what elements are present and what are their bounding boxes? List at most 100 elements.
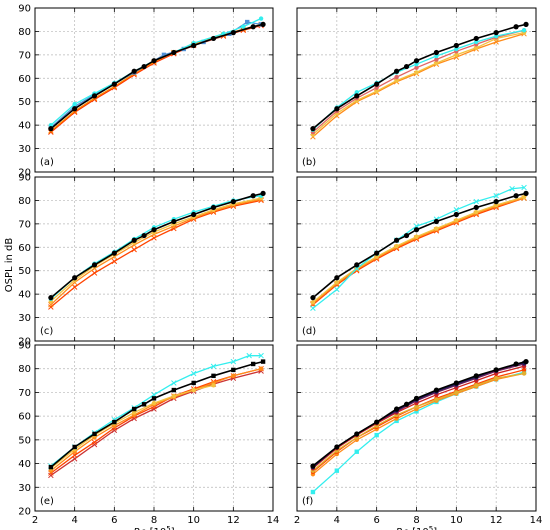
data-point [414,62,419,67]
data-point [310,300,316,305]
data-point [151,396,157,401]
series-2 [310,371,527,477]
series-5 [310,21,529,132]
panel-label: (e) [40,496,54,507]
series-line [50,368,262,474]
data-point [434,226,439,231]
data-point [230,199,236,205]
series-line [312,365,525,469]
data-point [171,387,177,393]
data-point [513,24,519,30]
chart-panel-3: 20 30 40 50 60 70 80 90 (c) [18,173,274,348]
data-point [310,126,316,132]
data-point [453,211,459,218]
data-point [454,218,459,223]
x-axis-label: Re [105] [396,525,437,530]
data-point [131,68,137,74]
data-point [473,204,479,211]
y-tick-label: 20 [18,507,31,518]
series-4 [310,371,527,473]
data-point [190,370,197,377]
data-point [493,192,499,199]
data-point [394,243,399,249]
data-point [413,58,420,64]
data-point [433,49,440,56]
series-line [312,29,525,131]
series-2 [48,196,264,308]
panel-label: (b) [302,157,316,168]
y-tick-label: 60 [18,74,31,85]
series-line [50,199,262,308]
series-8 [310,359,529,469]
series-3 [310,194,527,305]
y-tick-label: 70 [18,388,31,399]
data-point [191,211,197,218]
y-tick-label: 30 [18,144,31,155]
x-tick-label: 8 [413,515,419,526]
data-point [454,390,459,395]
data-point [48,464,54,470]
data-point [334,275,340,281]
data-point [210,204,217,211]
data-point [92,431,97,437]
data-point [374,432,379,438]
data-point [246,352,252,359]
y-tick-label: 90 [18,4,31,15]
data-point [260,359,266,364]
data-point [354,90,359,95]
data-point [394,78,399,83]
data-point [413,227,420,233]
data-point [513,193,519,199]
data-point [112,419,117,425]
series-line [312,31,525,135]
y-axis-label: OSPL in dB [4,238,15,293]
chart-panel-5: 20 30 40 50 60 70 80 90 2 4 6 8 10 12 14 (e) [18,341,279,527]
data-point [171,218,177,225]
series-line [50,23,264,130]
series-line [50,21,262,128]
data-point [521,28,527,33]
data-point [72,444,77,450]
series-line [50,368,262,472]
y-tick-label: 50 [18,435,31,446]
y-tick-label: 40 [18,121,31,132]
series-1 [48,22,264,135]
data-point [473,373,479,379]
data-point [111,81,117,87]
data-point [250,24,256,30]
data-point [523,21,529,27]
data-point [72,101,77,107]
data-point [211,373,216,379]
data-point [403,401,410,407]
data-point [513,361,519,367]
chart-panel-2: (b) [296,7,537,173]
data-point [403,63,410,70]
series-1 [310,195,527,308]
data-point [433,387,440,393]
data-point [141,402,147,407]
series-line [312,29,525,133]
data-point [111,250,117,256]
data-point [191,380,196,386]
data-point [310,489,316,495]
data-point [493,39,499,45]
data-point [334,280,340,285]
y-tick-label: 80 [18,364,31,375]
data-point [258,366,264,371]
data-point [131,237,137,243]
x-axis-label-exp: 5 [166,525,170,530]
data-point [151,58,157,64]
series-line [50,24,262,133]
data-point [454,52,459,58]
data-point [393,237,400,243]
data-point [523,190,529,196]
data-point [48,126,54,132]
x-axis-label-unit: [10 [409,527,429,530]
data-point [191,42,197,49]
data-point [434,53,439,59]
series-line [312,186,525,309]
x-axis-label: Re [105] [133,525,174,530]
data-point [48,304,54,310]
data-point [509,185,515,192]
